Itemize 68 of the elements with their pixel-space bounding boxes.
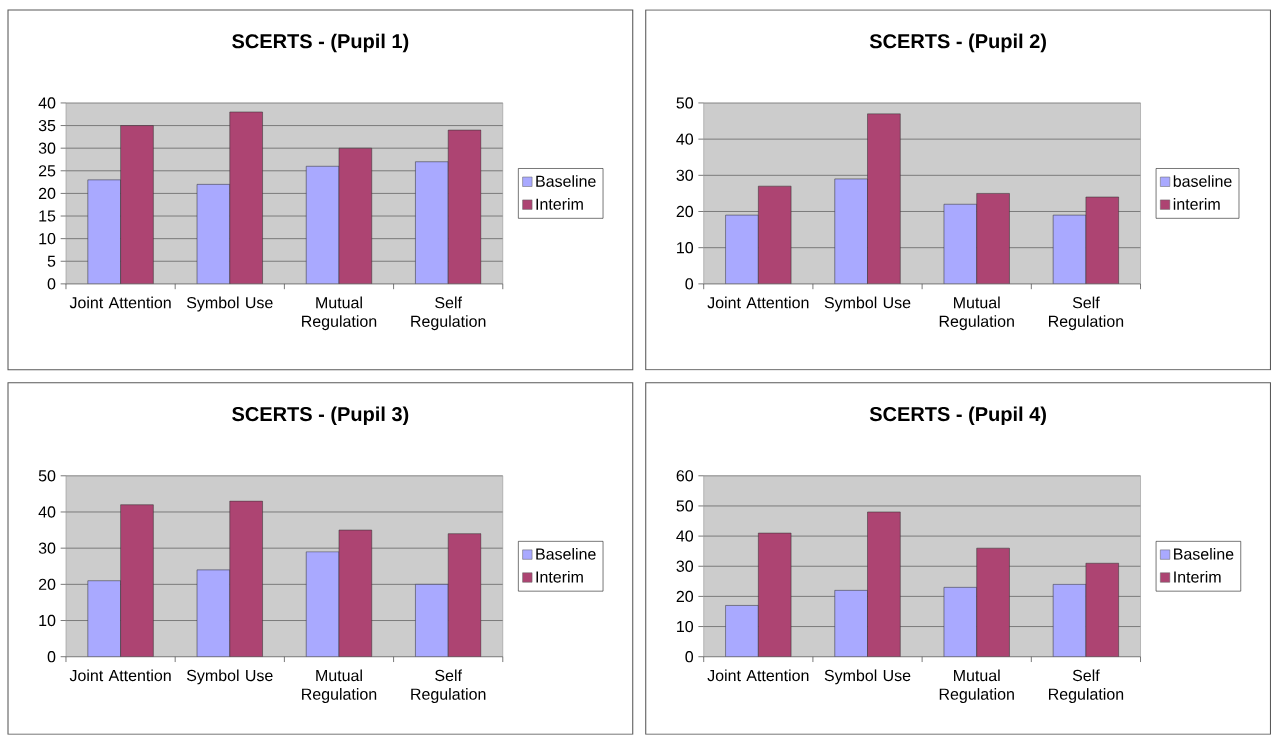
y-tick-label: 40 [676, 133, 694, 145]
y-tick-label: 30 [676, 169, 694, 182]
y-tick-label: 5 [47, 255, 56, 267]
bar [338, 529, 373, 657]
x-tick-label: Mutual Regulation [302, 296, 377, 331]
y-tick-label: 0 [685, 278, 694, 290]
y-tick-label: 50 [38, 470, 56, 482]
x-tick-label: Symbol Use [186, 669, 273, 685]
chart-title: SCERTS - (Pupil 3) [232, 406, 409, 426]
y-tick-label: 30 [676, 560, 694, 573]
y-tick-label: 15 [39, 210, 56, 222]
y-tick-label: 35 [38, 120, 56, 132]
bar [976, 193, 1010, 285]
bar [120, 504, 154, 657]
y-tick-label: 40 [676, 530, 694, 542]
chart-title: SCERTS - (Pupil 1) [232, 33, 409, 53]
x-tick-label: Self Regulation [1049, 296, 1124, 331]
y-tick-label: 30 [38, 542, 56, 554]
bar [229, 111, 263, 285]
chart-title: SCERTS - (Pupil 4) [869, 406, 1046, 426]
x-tick-label: Self Regulation [411, 296, 486, 331]
y-tick-label: 10 [39, 233, 56, 245]
bar [1085, 196, 1119, 285]
legend-label: Baseline [536, 548, 596, 560]
y-tick-label: 60 [676, 470, 694, 482]
y-tick-label: 40 [38, 97, 56, 109]
y-tick-label: 25 [38, 165, 56, 177]
x-tick-label: Joint Attention [707, 669, 809, 682]
y-tick-label: 20 [38, 187, 56, 200]
x-tick-label: Self Regulation [411, 669, 486, 704]
bar [447, 533, 482, 657]
y-tick-label: 20 [676, 590, 694, 603]
x-tick-label: Mutual Regulation [302, 669, 377, 704]
bar [758, 186, 792, 285]
y-tick-label: 50 [676, 97, 694, 109]
legend-label: Baseline [1174, 548, 1234, 560]
x-tick-label: Mutual Regulation [939, 296, 1014, 331]
y-tick-label: 10 [677, 242, 694, 254]
x-tick-label: Symbol Use [186, 296, 273, 312]
y-tick-label: 10 [677, 621, 694, 633]
x-tick-label: Symbol Use [824, 296, 911, 312]
y-tick-label: 0 [47, 651, 56, 663]
legend-label: interim [1173, 198, 1220, 210]
x-tick-label: Mutual Regulation [939, 669, 1014, 704]
x-tick-label: Joint Attention [69, 296, 171, 309]
y-tick-label: 0 [47, 278, 56, 290]
bar [338, 148, 373, 285]
y-tick-label: 20 [38, 578, 56, 591]
y-tick-label: 10 [39, 615, 56, 627]
legend-label: Baseline [536, 175, 596, 188]
y-tick-label: 0 [685, 651, 694, 663]
x-tick-label: Symbol Use [824, 669, 911, 685]
y-tick-label: 40 [38, 506, 56, 518]
legend-label: Interim [536, 571, 583, 583]
legend-label: Interim [536, 198, 583, 210]
bar [867, 113, 901, 285]
y-tick-label: 50 [676, 500, 694, 512]
legend-label: baseline [1173, 175, 1232, 188]
chart-title: SCERTS - (Pupil 2) [869, 33, 1046, 53]
bar [447, 129, 482, 285]
y-tick-label: 30 [38, 142, 56, 154]
x-tick-label: Joint Attention [69, 669, 171, 682]
bar [120, 125, 154, 285]
x-tick-label: Self Regulation [1049, 669, 1124, 704]
x-tick-label: Joint Attention [707, 296, 809, 309]
y-tick-label: 20 [676, 205, 694, 218]
bar [229, 500, 263, 657]
legend-label: Interim [1174, 571, 1221, 583]
